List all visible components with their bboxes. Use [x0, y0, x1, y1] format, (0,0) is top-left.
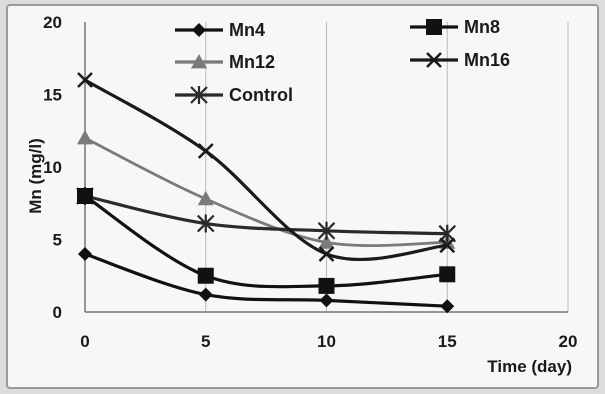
series-line-mn8: [84, 194, 448, 289]
series-line-mn4: [84, 252, 448, 308]
legend-item-mn8: Mn8: [410, 17, 500, 37]
legend-item-control: Control: [175, 85, 293, 105]
series-control: [76, 187, 457, 243]
point-control: [196, 214, 215, 233]
legend-marker-control: [190, 86, 208, 104]
y-tick-label: 15: [43, 86, 62, 105]
series-mn16: [77, 72, 456, 262]
x-tick-label: 10: [317, 332, 336, 351]
legend-item-mn12: Mn12: [175, 52, 275, 72]
point-mn4: [319, 293, 334, 308]
point-mn16: [318, 246, 335, 262]
y-tick-label: 0: [53, 303, 62, 322]
point-control: [317, 221, 336, 240]
legend-marker-mn12: [191, 54, 207, 69]
series-layer: [76, 72, 457, 314]
axes: [84, 22, 568, 313]
legend-marker-mn4: [192, 23, 206, 37]
point-mn8: [197, 267, 214, 284]
legend-label-mn12: Mn12: [229, 52, 275, 72]
point-mn16: [197, 143, 214, 159]
x-axis-title: Time (day): [487, 357, 572, 376]
point-mn12: [197, 190, 214, 206]
point-mn8: [77, 188, 93, 204]
series-line-control: [84, 194, 448, 236]
y-tick-label: 10: [43, 158, 62, 177]
legend-label-mn4: Mn4: [229, 20, 265, 40]
legend: Mn4 Mn8 Mn12 Mn16 Control: [175, 17, 510, 105]
point-mn8: [318, 277, 335, 294]
legend-marker-mn8: [426, 19, 442, 35]
gridlines: [205, 22, 569, 312]
point-mn8: [439, 266, 456, 283]
point-mn4: [78, 247, 92, 261]
y-tick-labels: 0 5 10 15 20: [43, 13, 62, 322]
x-tick-label: 5: [201, 332, 210, 351]
series-mn8: [77, 188, 456, 294]
point-mn16: [439, 237, 456, 254]
y-axis-title: Mn (mg/l): [26, 138, 45, 214]
legend-label-mn8: Mn8: [464, 17, 500, 37]
y-tick-label: 5: [53, 231, 62, 250]
legend-marker-mn16: [426, 52, 442, 68]
point-mn12: [77, 130, 93, 145]
legend-item-mn16: Mn16: [410, 50, 510, 70]
series-line-mn12: [84, 136, 448, 248]
x-tick-label: 0: [80, 332, 89, 351]
point-mn12: [318, 234, 335, 249]
legend-label-mn16: Mn16: [464, 50, 510, 70]
point-mn4: [440, 299, 455, 314]
legend-label-control: Control: [229, 85, 293, 105]
x-tick-labels: 0 5 10 15 20: [80, 332, 577, 351]
y-tick-label: 20: [43, 13, 62, 32]
point-mn16: [77, 72, 93, 88]
x-tick-label: 15: [438, 332, 457, 351]
chart-frame: [6, 4, 599, 389]
legend-item-mn4: Mn4: [175, 20, 265, 40]
point-mn4: [198, 287, 213, 302]
series-mn4: [78, 247, 455, 314]
series-line-mn16: [84, 78, 448, 262]
x-tick-label: 20: [559, 332, 578, 351]
